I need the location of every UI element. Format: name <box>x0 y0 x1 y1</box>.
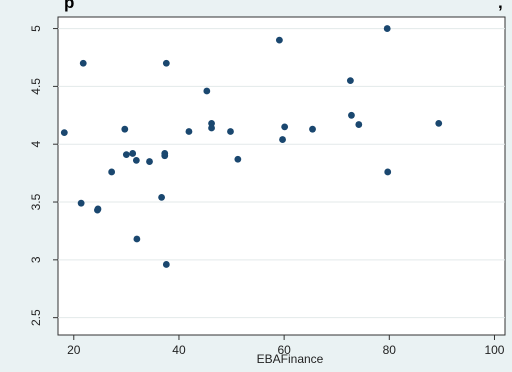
y-tick-label: 5 <box>29 25 43 32</box>
data-point <box>132 156 140 164</box>
y-tick-label: 2.5 <box>29 309 43 326</box>
data-point <box>348 111 355 119</box>
y-tick-label: 4.5 <box>29 78 43 95</box>
data-point <box>162 59 170 67</box>
data-point <box>185 128 193 135</box>
data-points <box>60 25 443 268</box>
data-point <box>161 150 169 157</box>
plot-area <box>57 16 506 336</box>
data-point <box>275 36 283 44</box>
data-point <box>158 193 165 201</box>
data-point <box>383 25 391 32</box>
data-point <box>122 151 130 159</box>
data-point <box>79 59 87 67</box>
x-tick-label: 40 <box>172 343 186 357</box>
data-point <box>129 150 137 157</box>
x-axis-title: EBAFinance <box>257 352 324 366</box>
data-point <box>346 77 354 84</box>
data-point <box>162 261 170 268</box>
data-point <box>234 155 242 163</box>
data-point <box>208 124 215 132</box>
data-point <box>203 87 211 95</box>
data-point <box>108 168 116 176</box>
data-point <box>60 129 68 137</box>
y-tick-label: 3.5 <box>29 193 43 210</box>
data-point <box>384 168 392 176</box>
data-point <box>309 125 316 133</box>
data-point <box>121 125 129 133</box>
data-point <box>133 235 141 243</box>
data-point <box>279 136 286 143</box>
chart-title-trailing: , <box>498 0 503 12</box>
x-tick-label: 100 <box>484 343 504 357</box>
data-point <box>355 121 363 128</box>
data-point <box>281 123 289 131</box>
data-point <box>146 158 153 165</box>
y-axis: 2.5 3 3.5 4 4.5 5 <box>29 25 58 326</box>
data-point <box>94 205 102 213</box>
x-axis: 20 40 60 80 100 <box>67 335 505 357</box>
data-point <box>227 128 234 135</box>
data-point <box>77 199 85 207</box>
y-tick-label: 3 <box>29 256 43 263</box>
y-tick-label: 4 <box>29 141 43 148</box>
data-point <box>435 119 443 127</box>
chart-title-fragment: p <box>64 0 74 12</box>
x-tick-label: 60 <box>277 343 291 357</box>
x-tick-label: 80 <box>383 343 397 357</box>
x-tick-label: 20 <box>67 343 81 357</box>
gridlines <box>58 28 505 319</box>
